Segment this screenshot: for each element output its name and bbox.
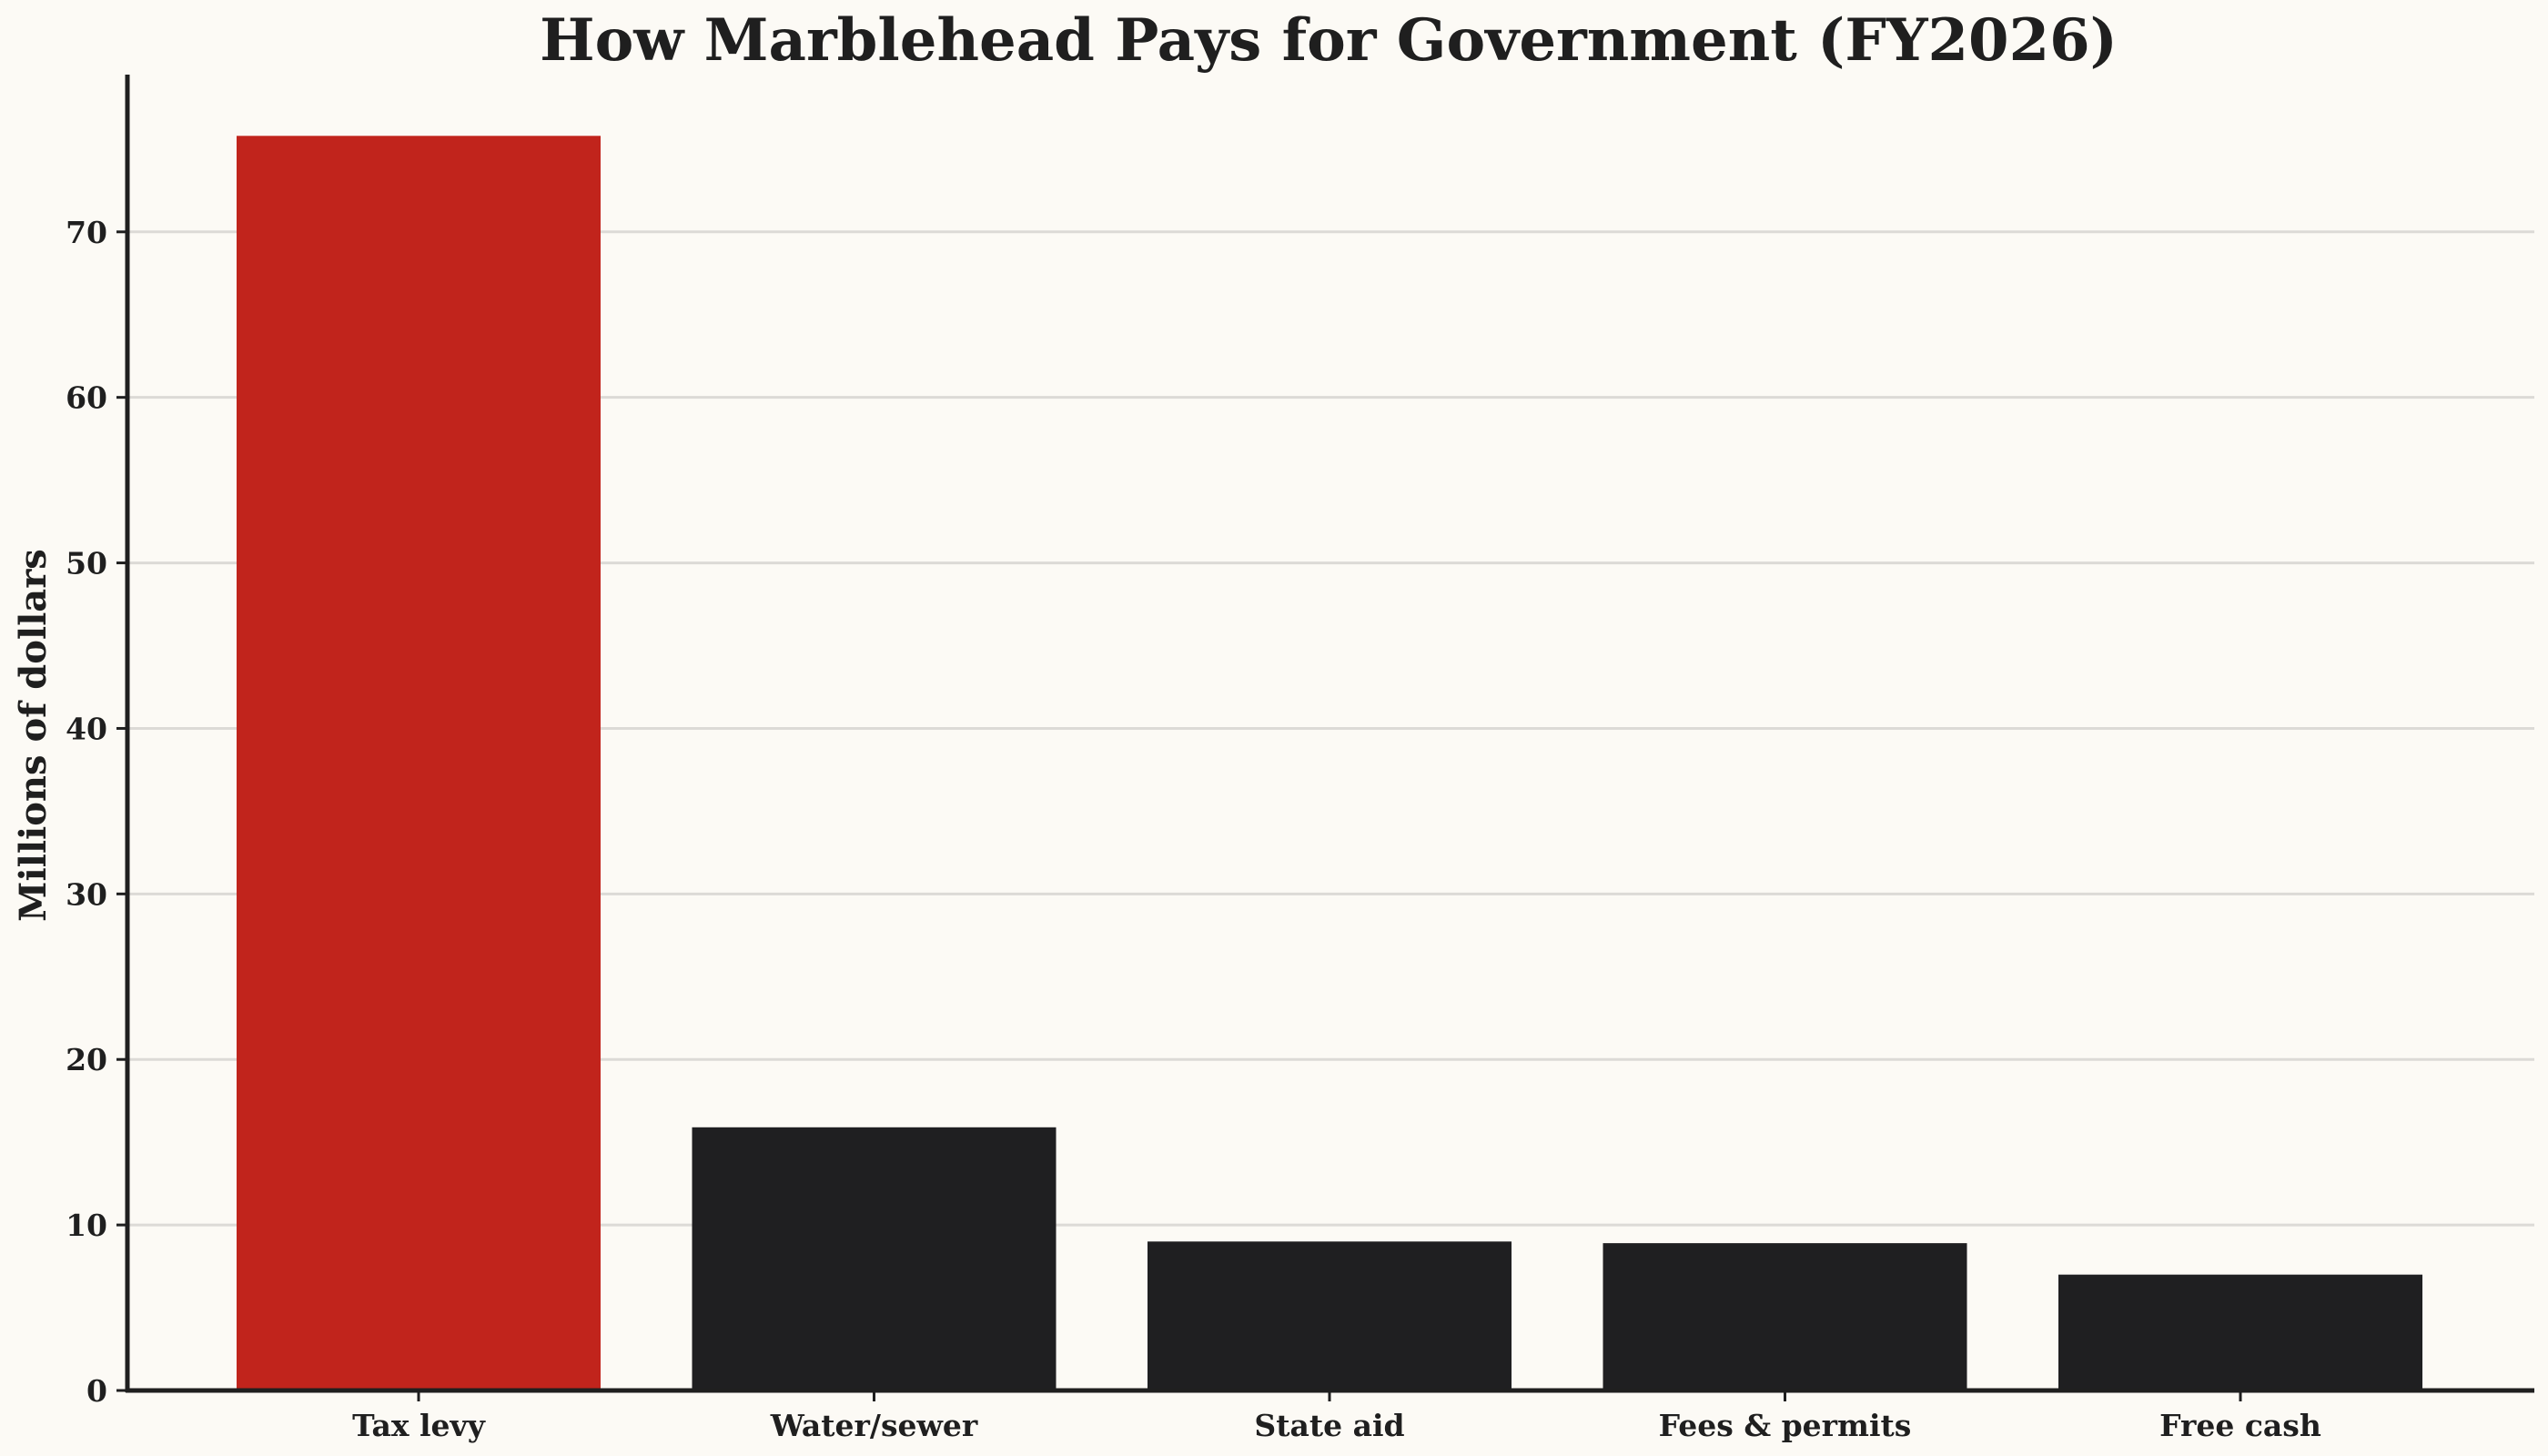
- y-ticks: 0 10 20 30 40 50 60 70: [66, 215, 127, 1409]
- x-tick-label: Free cash: [2159, 1408, 2321, 1443]
- x-tick-label: Tax levy: [352, 1408, 486, 1443]
- x-tick-label: Fees & permits: [1659, 1408, 1912, 1443]
- y-axis-label: Millions of dollars: [12, 549, 55, 922]
- y-tick-label: 40: [66, 711, 107, 746]
- bars: [237, 136, 2422, 1391]
- y-tick-label: 50: [66, 546, 107, 581]
- y-tick-label: 20: [66, 1042, 107, 1077]
- y-tick-label: 30: [66, 876, 107, 912]
- bar-tax-levy: [237, 136, 601, 1391]
- y-tick-label: 10: [66, 1208, 107, 1243]
- bar-free-cash: [2058, 1274, 2422, 1390]
- x-tick-label: Water/sewer: [770, 1408, 978, 1443]
- y-tick-label: 60: [66, 380, 107, 416]
- x-ticks: Tax levy Water/sewer State aid Fees & permi…: [352, 1390, 2321, 1443]
- y-tick-label: 70: [66, 215, 107, 250]
- bar-water-sewer: [692, 1127, 1057, 1390]
- x-tick-label: State aid: [1254, 1408, 1404, 1443]
- y-tick-label: 0: [86, 1373, 107, 1409]
- chart-title: How Marblehead Pays for Government (FY20…: [540, 6, 2118, 75]
- bar-state-aid: [1148, 1241, 1512, 1390]
- bar-fees-permits: [1603, 1243, 1967, 1390]
